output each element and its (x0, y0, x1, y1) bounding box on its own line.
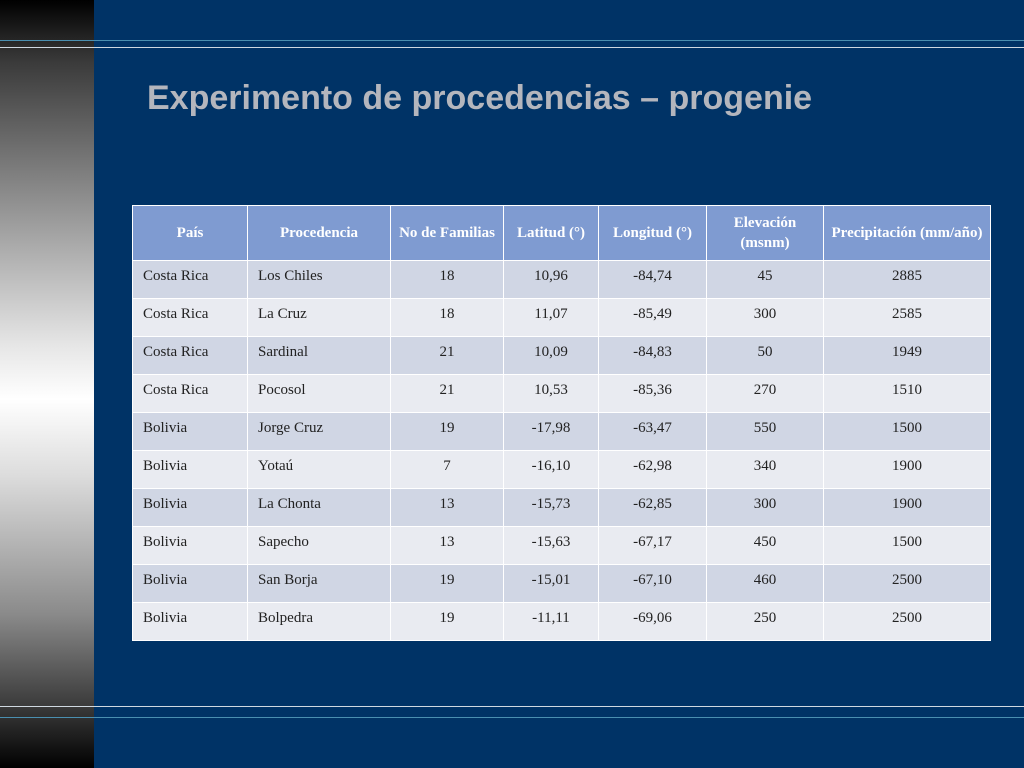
cell-elevacion: 460 (706, 564, 824, 603)
cell-pais: Costa Rica (132, 374, 248, 413)
cell-pais: Bolivia (132, 412, 248, 451)
table-row: Costa Rica La Cruz 18 11,07 -85,49 300 2585 (132, 298, 991, 337)
cell-procedencia: Pocosol (247, 374, 391, 413)
cell-familias: 21 (390, 374, 504, 413)
cell-familias: 18 (390, 298, 504, 337)
cell-pais: Bolivia (132, 488, 248, 527)
cell-longitud: -85,36 (598, 374, 707, 413)
cell-familias: 21 (390, 336, 504, 375)
table-row: Costa Rica Sardinal 21 10,09 -84,83 50 1949 (132, 336, 991, 375)
cell-elevacion: 300 (706, 488, 824, 527)
top-rule-accent (0, 40, 1024, 41)
header-precipitacion: Precipitación (mm/año) (823, 205, 991, 261)
cell-longitud: -84,83 (598, 336, 707, 375)
cell-precipitacion: 1500 (823, 412, 991, 451)
table-row: Costa Rica Los Chiles 18 10,96 -84,74 45 2885 (132, 260, 991, 299)
cell-latitud: 10,53 (503, 374, 599, 413)
provenance-table: País Procedencia No de Familias Latitud … (132, 205, 991, 641)
cell-familias: 19 (390, 602, 504, 641)
cell-precipitacion: 1510 (823, 374, 991, 413)
cell-longitud: -84,74 (598, 260, 707, 299)
cell-elevacion: 550 (706, 412, 824, 451)
cell-familias: 19 (390, 412, 504, 451)
cell-latitud: 10,96 (503, 260, 599, 299)
cell-latitud: -15,63 (503, 526, 599, 565)
cell-pais: Bolivia (132, 602, 248, 641)
cell-precipitacion: 2585 (823, 298, 991, 337)
table-row: Bolivia San Borja 19 -15,01 -67,10 460 2500 (132, 564, 991, 603)
bottom-rule-accent (0, 717, 1024, 718)
cell-procedencia: Jorge Cruz (247, 412, 391, 451)
header-no-de-familias: No de Familias (390, 205, 504, 261)
cell-familias: 18 (390, 260, 504, 299)
cell-pais: Bolivia (132, 450, 248, 489)
cell-procedencia: San Borja (247, 564, 391, 603)
cell-familias: 7 (390, 450, 504, 489)
table-row: Bolivia Bolpedra 19 -11,11 -69,06 250 2500 (132, 602, 991, 641)
cell-latitud: -11,11 (503, 602, 599, 641)
cell-elevacion: 450 (706, 526, 824, 565)
cell-pais: Costa Rica (132, 298, 248, 337)
table-row: Bolivia Sapecho 13 -15,63 -67,17 450 1500 (132, 526, 991, 565)
cell-procedencia: La Cruz (247, 298, 391, 337)
cell-longitud: -67,10 (598, 564, 707, 603)
cell-precipitacion: 2500 (823, 564, 991, 603)
cell-elevacion: 50 (706, 336, 824, 375)
cell-longitud: -69,06 (598, 602, 707, 641)
cell-precipitacion: 1900 (823, 488, 991, 527)
cell-precipitacion: 1500 (823, 526, 991, 565)
cell-procedencia: Los Chiles (247, 260, 391, 299)
cell-longitud: -62,85 (598, 488, 707, 527)
cell-familias: 19 (390, 564, 504, 603)
cell-latitud: 11,07 (503, 298, 599, 337)
cell-precipitacion: 2885 (823, 260, 991, 299)
cell-longitud: -85,49 (598, 298, 707, 337)
cell-latitud: -15,01 (503, 564, 599, 603)
cell-pais: Bolivia (132, 526, 248, 565)
cell-pais: Costa Rica (132, 336, 248, 375)
header-procedencia: Procedencia (247, 205, 391, 261)
cell-latitud: -17,98 (503, 412, 599, 451)
header-pais: País (132, 205, 248, 261)
table-row: Bolivia Jorge Cruz 19 -17,98 -63,47 550 1500 (132, 412, 991, 451)
cell-longitud: -62,98 (598, 450, 707, 489)
cell-longitud: -63,47 (598, 412, 707, 451)
table-row: Bolivia Yotaú 7 -16,10 -62,98 340 1900 (132, 450, 991, 489)
cell-elevacion: 340 (706, 450, 824, 489)
cell-procedencia: La Chonta (247, 488, 391, 527)
header-longitud: Longitud (°) (598, 205, 707, 261)
table-row: Bolivia La Chonta 13 -15,73 -62,85 300 1900 (132, 488, 991, 527)
cell-latitud: -16,10 (503, 450, 599, 489)
table-row: Costa Rica Pocosol 21 10,53 -85,36 270 1510 (132, 374, 991, 413)
cell-elevacion: 45 (706, 260, 824, 299)
cell-familias: 13 (390, 526, 504, 565)
table-header-row: País Procedencia No de Familias Latitud … (132, 205, 991, 261)
cell-elevacion: 270 (706, 374, 824, 413)
side-gradient-strip (0, 0, 94, 768)
cell-familias: 13 (390, 488, 504, 527)
slide-title: Experimento de procedencias – progenie (147, 79, 813, 117)
cell-precipitacion: 2500 (823, 602, 991, 641)
cell-procedencia: Bolpedra (247, 602, 391, 641)
table-body: Costa Rica Los Chiles 18 10,96 -84,74 45 2885 C… (132, 260, 991, 641)
cell-precipitacion: 1949 (823, 336, 991, 375)
cell-longitud: -67,17 (598, 526, 707, 565)
cell-latitud: 10,09 (503, 336, 599, 375)
cell-procedencia: Sardinal (247, 336, 391, 375)
header-elevacion: Elevación (msnm) (706, 205, 824, 261)
header-latitud: Latitud (°) (503, 205, 599, 261)
cell-procedencia: Yotaú (247, 450, 391, 489)
cell-pais: Bolivia (132, 564, 248, 603)
cell-elevacion: 300 (706, 298, 824, 337)
cell-pais: Costa Rica (132, 260, 248, 299)
cell-precipitacion: 1900 (823, 450, 991, 489)
cell-procedencia: Sapecho (247, 526, 391, 565)
cell-elevacion: 250 (706, 602, 824, 641)
bottom-rule (0, 706, 1024, 707)
top-rule (0, 47, 1024, 48)
cell-latitud: -15,73 (503, 488, 599, 527)
